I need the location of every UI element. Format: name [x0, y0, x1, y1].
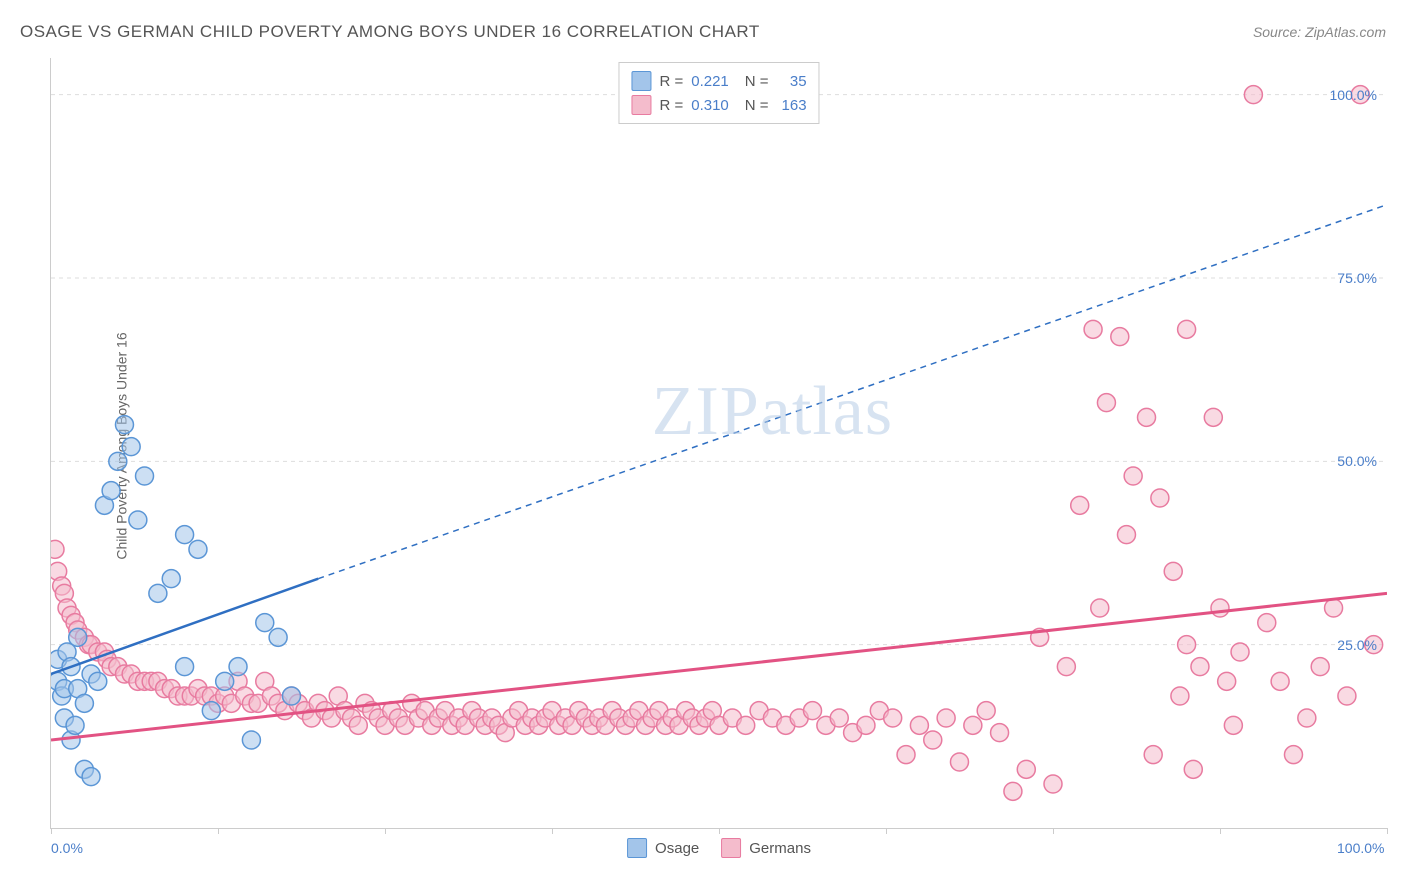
series-legend: Osage Germans — [627, 838, 811, 858]
legend-item-germans: Germans — [721, 838, 811, 858]
r-value-germans: 0.310 — [691, 97, 729, 114]
chart-title: OSAGE VS GERMAN CHILD POVERTY AMONG BOYS… — [20, 22, 760, 42]
legend-label-osage: Osage — [655, 840, 699, 857]
n-value-osage: 35 — [777, 73, 807, 90]
chart-container: OSAGE VS GERMAN CHILD POVERTY AMONG BOYS… — [0, 0, 1406, 892]
y-tick-label: 25.0% — [1337, 637, 1377, 653]
y-tick-label: 100.0% — [1330, 87, 1377, 103]
n-value-germans: 163 — [777, 97, 807, 114]
y-tick-label: 75.0% — [1337, 270, 1377, 286]
swatch-germans-icon — [721, 838, 741, 858]
swatch-germans — [631, 95, 651, 115]
correlation-legend: R = 0.221 N = 35 R = 0.310 N = 163 — [618, 62, 819, 124]
legend-row-germans: R = 0.310 N = 163 — [631, 93, 806, 117]
scatter-svg — [51, 58, 1387, 828]
legend-label-germans: Germans — [749, 840, 811, 857]
source-attribution: Source: ZipAtlas.com — [1253, 24, 1386, 40]
swatch-osage — [631, 71, 651, 91]
swatch-osage-icon — [627, 838, 647, 858]
legend-row-osage: R = 0.221 N = 35 — [631, 69, 806, 93]
x-tick-label: 100.0% — [1337, 840, 1384, 856]
x-tick-label: 0.0% — [51, 840, 83, 856]
legend-item-osage: Osage — [627, 838, 699, 858]
r-value-osage: 0.221 — [691, 73, 729, 90]
plot-area: ZIPatlas R = 0.221 N = 35 R = 0.310 N = … — [50, 58, 1387, 829]
y-tick-label: 50.0% — [1337, 453, 1377, 469]
